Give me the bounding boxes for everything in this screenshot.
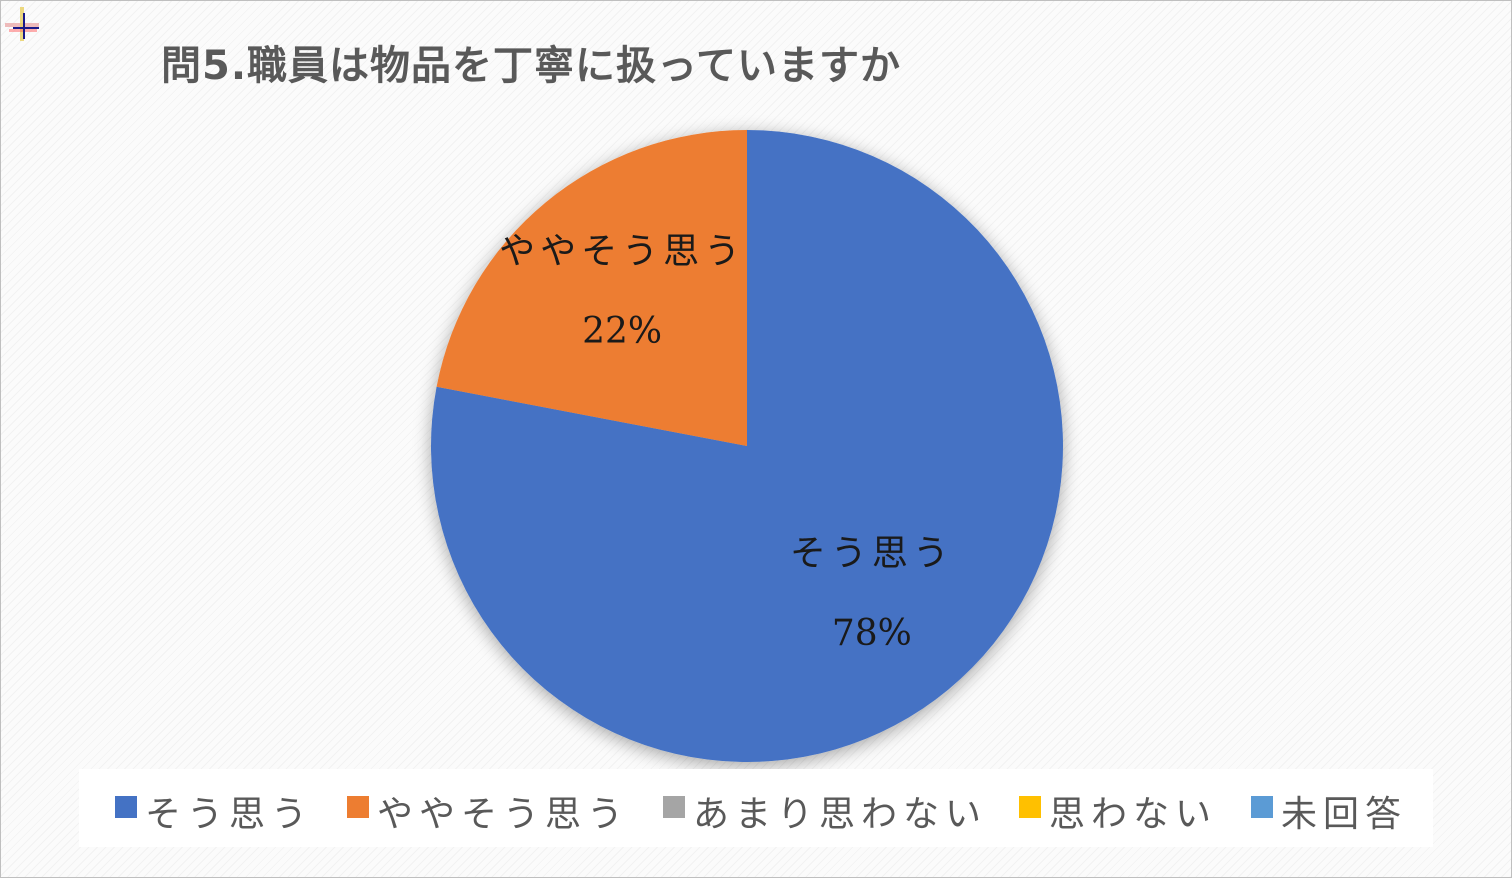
- legend-label: 未回答: [1281, 794, 1408, 835]
- legend-label: あまり思わない: [693, 794, 988, 835]
- chart-anchor-icon[interactable]: [3, 5, 41, 43]
- data-label-value-yaya-sou-omou: 22%: [582, 311, 662, 352]
- legend-label: ややそう思う: [377, 794, 630, 835]
- legend-label: そう思う: [145, 794, 314, 835]
- legend-swatch: [1019, 796, 1041, 818]
- data-label-name-yaya-sou-omou: ややそう思う: [499, 231, 745, 272]
- legend-swatch: [347, 796, 369, 818]
- pie-slice-yaya-sou-omou[interactable]: [436, 130, 747, 446]
- chart-title: 問5.職員は物品を丁寧に扱っていますか: [161, 43, 902, 89]
- chart-legend: そう思う ややそう思う あまり思わない 思わない 未回答: [79, 769, 1433, 847]
- legend-swatch: [115, 796, 137, 818]
- data-label-value-sou-omou: 78%: [832, 613, 912, 654]
- data-label-name-sou-omou: そう思う: [790, 533, 954, 574]
- legend-label: 思わない: [1049, 794, 1218, 835]
- legend-swatch: [1251, 796, 1273, 818]
- legend-swatch: [663, 796, 685, 818]
